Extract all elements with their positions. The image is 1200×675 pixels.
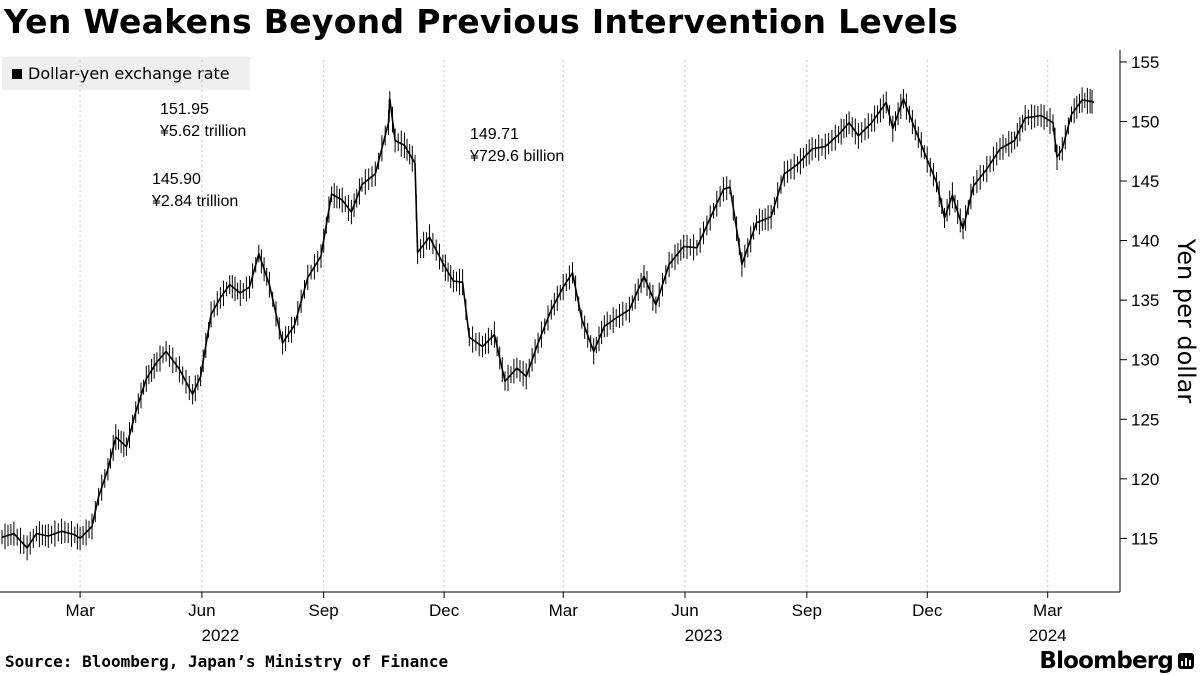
y-tick-label: 125: [1131, 410, 1159, 429]
grid-lines: [79, 60, 1049, 592]
x-tick-label: Sep: [309, 601, 339, 620]
y-tick-label: 130: [1131, 351, 1159, 370]
x-tick-label: Dec: [912, 601, 943, 620]
y-tick-label: 145: [1131, 172, 1159, 191]
y-axis-title: Yen per dollar: [1172, 238, 1200, 404]
x-year-label: 2024: [1029, 626, 1067, 645]
y-tick-label: 150: [1131, 112, 1159, 131]
x-year-label: 2022: [201, 626, 239, 645]
x-tick-label: Sep: [792, 601, 822, 620]
annotations: 151.95 ¥5.62 trillion 145.90 ¥2.84 trillion…: [151, 101, 564, 210]
legend-swatch: [12, 68, 22, 79]
annotation-amount: ¥729.6 billion: [469, 148, 564, 165]
x-tick-label: Jun: [671, 601, 698, 620]
brand-name: Bloomberg: [1039, 648, 1173, 674]
y-tick-label: 115: [1131, 529, 1158, 548]
annotation-rate: 145.90: [152, 171, 201, 188]
y-tick-label: 155: [1131, 53, 1159, 72]
axes: Mar Jun Sep Dec Mar Jun Sep Dec Mar 2022 2023 2024 1…: [0, 50, 1200, 645]
source-note: Source: Bloomberg, Japan’s Ministry of F…: [5, 652, 449, 671]
legend-label: Dollar-yen exchange rate: [28, 64, 230, 83]
x-tick-label: Mar: [65, 601, 95, 620]
y-tick-label: 135: [1131, 291, 1159, 310]
annotation-amount: ¥2.84 trillion: [151, 193, 238, 210]
legend: Dollar-yen exchange rate: [2, 57, 250, 90]
chart-title: Yen Weakens Beyond Previous Intervention…: [4, 2, 959, 41]
annotation-rate: 149.71: [470, 126, 519, 143]
x-year-label: 2023: [685, 626, 723, 645]
chart-bars-icon: [1178, 653, 1194, 669]
x-tick-label: Dec: [429, 601, 460, 620]
series-layer: [1, 87, 1095, 561]
annotation-rate: 151.95: [160, 101, 209, 118]
x-tick-label: Jun: [188, 601, 215, 620]
x-tick-label: Mar: [1033, 601, 1063, 620]
y-tick-label: 140: [1131, 232, 1159, 251]
annotation-amount: ¥5.62 trillion: [159, 123, 246, 140]
y-tick-label: 120: [1131, 470, 1159, 489]
x-tick-label: Mar: [549, 601, 579, 620]
bloomberg-logo: Bloomberg: [1039, 648, 1194, 674]
